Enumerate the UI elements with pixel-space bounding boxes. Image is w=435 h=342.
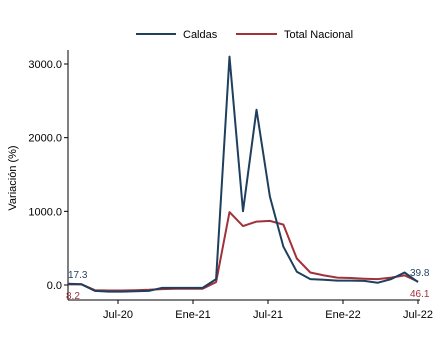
start-label-caldas: 17.3 [68, 270, 88, 281]
y-tick-label: 3000.0 [28, 59, 62, 71]
x-tick-label: Jul-21 [253, 309, 283, 321]
legend-label-caldas: Caldas [183, 29, 218, 41]
end-label-total-nacional: 46.1 [410, 289, 430, 300]
legend-label-total-nacional: Total Nacional [284, 29, 353, 41]
y-axis-title: Variación (%) [7, 145, 19, 210]
x-tick-label: Ene-22 [325, 309, 360, 321]
end-label-caldas: 39.8 [410, 268, 430, 279]
legend: Caldas Total Nacional [136, 29, 353, 41]
y-tick-label: 0.0 [47, 280, 62, 292]
x-axis: Jul-20 Ene-21 Jul-21 Ene-22 Jul-22 [68, 299, 433, 321]
x-tick-label: Jul-22 [403, 309, 433, 321]
y-tick-label: 1000.0 [28, 206, 62, 218]
series-line-caldas [67, 55, 419, 293]
x-tick-label: Ene-21 [175, 309, 210, 321]
x-tick-label: Jul-20 [103, 309, 133, 321]
start-label-total-nacional: 8.2 [66, 291, 80, 302]
series-layer [67, 55, 419, 293]
series-line-total-nacional [67, 211, 419, 292]
y-tick-label: 2000.0 [28, 133, 62, 145]
y-axis: 0.0 1000.0 2000.0 3000.0 [28, 50, 69, 300]
